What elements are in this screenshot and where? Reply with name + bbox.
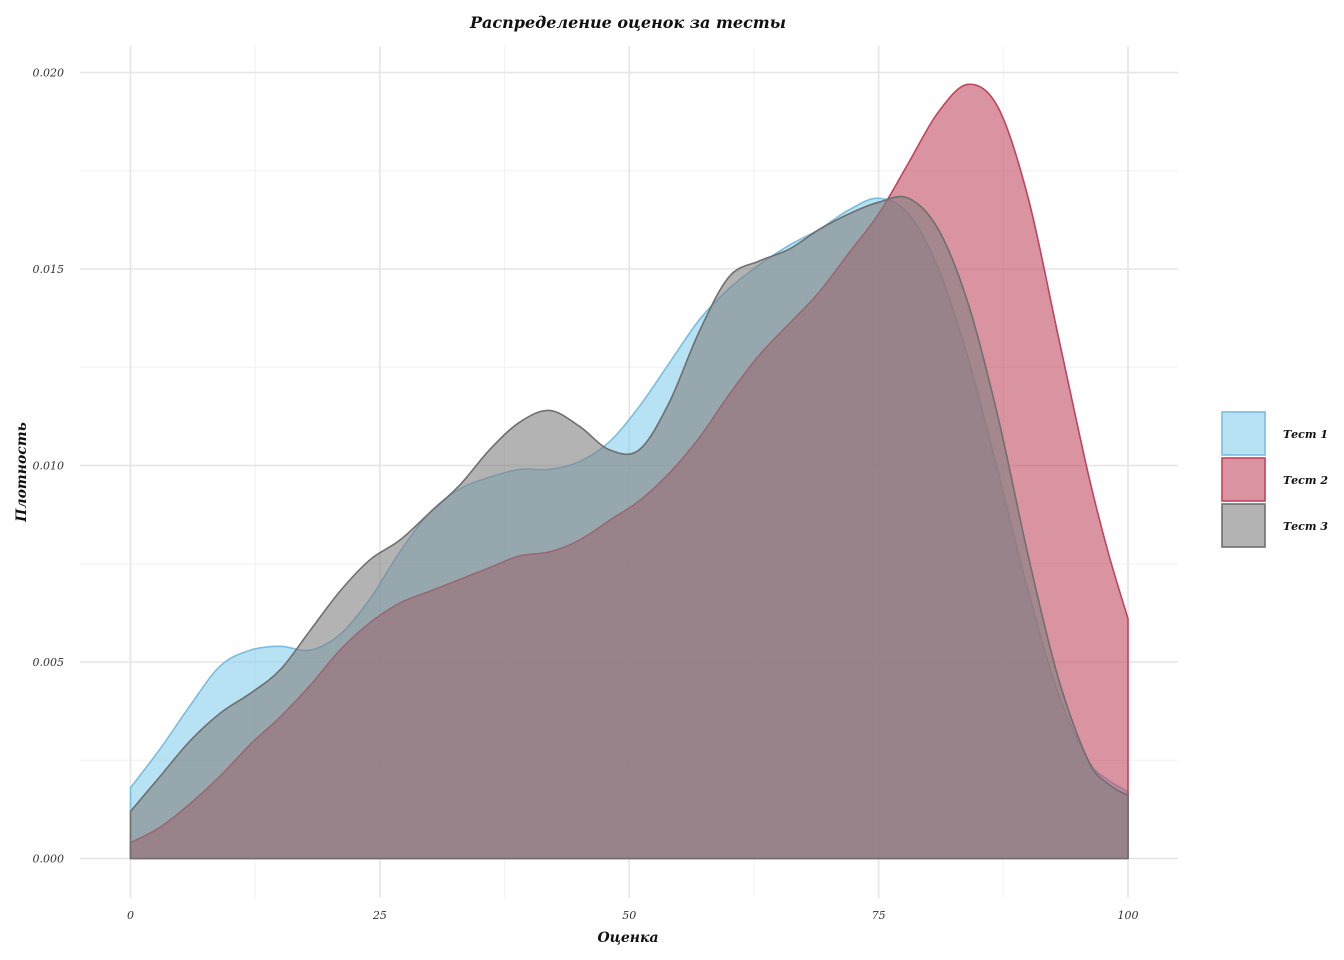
x-tick-label: 100 [1118,909,1139,922]
density-areas [129,83,1129,860]
x-tick-label: 25 [372,909,387,922]
legend-label-1: Тест 1 [1283,428,1328,441]
x-axis-ticks: 0 25 50 75 100 [127,909,1139,922]
y-axis-title: Плотность [14,422,30,523]
chart-title: Распределение оценок за тесты [469,13,786,32]
y-tick-label: 0.000 [33,853,65,866]
y-tick-label: 0.010 [33,460,65,473]
legend: Тест 1 Тест 2 Тест 3 [1221,411,1328,548]
y-tick-label: 0.020 [33,67,65,80]
x-tick-label: 75 [872,909,886,922]
y-axis-ticks: 0.000 0.005 0.010 0.015 0.020 [33,67,65,866]
x-axis-title: Оценка [597,930,658,946]
y-tick-label: 0.015 [33,263,65,276]
legend-label-3: Тест 3 [1283,520,1328,533]
legend-key-3 [1221,503,1266,548]
legend-label-2: Тест 2 [1283,474,1328,487]
x-tick-label: 0 [127,909,134,922]
legend-key-1 [1221,411,1266,456]
y-tick-label: 0.005 [33,656,65,669]
x-tick-label: 50 [622,909,636,922]
density-area-3 [129,195,1129,860]
legend-key-2 [1221,457,1266,502]
